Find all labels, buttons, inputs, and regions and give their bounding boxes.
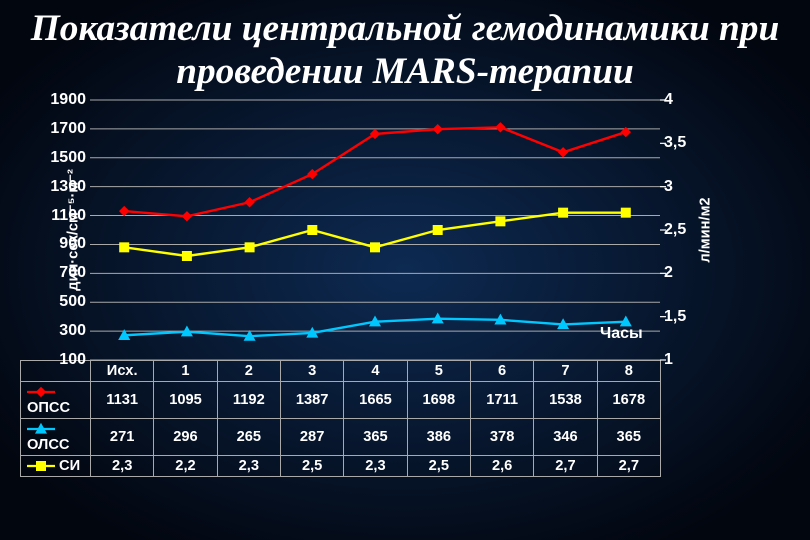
table-cell: 271 xyxy=(91,419,154,456)
table-header-cell: 5 xyxy=(407,361,470,382)
table-cell: 2,5 xyxy=(407,456,470,477)
table-cell: 1192 xyxy=(217,382,280,419)
series-marker-СИ xyxy=(433,226,442,235)
series-marker-СИ xyxy=(371,243,380,252)
page-root: Показатели центральной гемодинамики при … xyxy=(0,0,810,540)
table-cell: 378 xyxy=(470,419,533,456)
title-line-1: Показатели центральной гемодинамики при xyxy=(0,8,810,51)
y-right-tick: 3 xyxy=(664,178,708,196)
table-cell: 1131 xyxy=(91,382,154,419)
series-marker-ОПСС xyxy=(433,125,442,134)
table-cell: 2,5 xyxy=(280,456,343,477)
chart-container: 10030050070090011001300150017001900 11,5… xyxy=(90,100,661,477)
table-row: ОЛСС271296265287365386378346365 xyxy=(21,419,661,456)
y-left-axis-label: дин·сек/см⁻⁵·м⁻² xyxy=(64,169,81,291)
y-right-tick: 3,5 xyxy=(664,134,708,152)
table-row: ОПСС 113110951192138716651698171115381678 xyxy=(21,382,661,419)
series-marker-ОПСС xyxy=(559,148,568,157)
series-marker-СИ xyxy=(621,208,630,217)
table-header-cell: 3 xyxy=(280,361,343,382)
data-table: Исх.12345678ОПСС113110951192138716651698… xyxy=(20,360,661,477)
table-header-cell: 4 xyxy=(344,361,407,382)
table-cell: 1095 xyxy=(154,382,217,419)
table-cell: 1678 xyxy=(597,382,660,419)
table-cell: 365 xyxy=(597,419,660,456)
table-header-cell: 2 xyxy=(217,361,280,382)
chart-title: Показатели центральной гемодинамики при … xyxy=(0,8,810,94)
table-header-cell: 8 xyxy=(597,361,660,382)
series-marker-СИ xyxy=(559,208,568,217)
table-cell: 265 xyxy=(217,419,280,456)
table-cell: 2,3 xyxy=(217,456,280,477)
series-marker-СИ xyxy=(308,226,317,235)
table-cell: 2,7 xyxy=(534,456,597,477)
table-cell: 296 xyxy=(154,419,217,456)
table-cell: 1698 xyxy=(407,382,470,419)
table-header-cell: 1 xyxy=(154,361,217,382)
y-right-tick: 4 xyxy=(664,91,708,109)
table-cell: 2,3 xyxy=(344,456,407,477)
legend-label: ОПСС xyxy=(27,400,70,416)
table-header-cell: 7 xyxy=(534,361,597,382)
y-left-tick: 1900 xyxy=(42,91,86,109)
legend-label: ОЛСС xyxy=(27,437,70,453)
table-cell: 346 xyxy=(534,419,597,456)
y-right-tick: 2 xyxy=(664,264,708,282)
legend-diamond-icon xyxy=(27,386,55,398)
plot-area: 10030050070090011001300150017001900 11,5… xyxy=(90,100,660,360)
y-left-tick: 300 xyxy=(42,322,86,340)
table-header-row: Исх.12345678 xyxy=(21,361,661,382)
y-right-tick: 1 xyxy=(664,351,708,369)
series-marker-СИ xyxy=(120,243,129,252)
table-cell: 2,7 xyxy=(597,456,660,477)
table-header-cell: Исх. xyxy=(91,361,154,382)
y-left-tick: 1500 xyxy=(42,149,86,167)
table-cell: 1665 xyxy=(344,382,407,419)
legend-label: СИ xyxy=(59,458,80,474)
y-left-tick: 500 xyxy=(42,293,86,311)
table-cell: 2,2 xyxy=(154,456,217,477)
title-line-2: проведении MARS-терапии xyxy=(0,51,810,94)
y-left-tick: 100 xyxy=(42,351,86,369)
legend-triangle-icon xyxy=(27,423,55,435)
series-marker-СИ xyxy=(496,217,505,226)
table-cell: 1387 xyxy=(280,382,343,419)
table-header-cell: 6 xyxy=(470,361,533,382)
table-cell: 1538 xyxy=(534,382,597,419)
table-cell: 2,6 xyxy=(470,456,533,477)
y-right-axis-label: л/мин/м2 xyxy=(697,197,713,262)
y-left-tick: 1700 xyxy=(42,120,86,138)
series-marker-ОПСС xyxy=(496,123,505,132)
table-cell: 365 xyxy=(344,419,407,456)
series-marker-СИ xyxy=(182,252,191,261)
legend-square-icon xyxy=(27,460,55,472)
chart-svg xyxy=(90,100,660,360)
table-row: СИ2,32,22,32,52,32,52,62,72,7 xyxy=(21,456,661,477)
table-cell: 1711 xyxy=(470,382,533,419)
series-marker-СИ xyxy=(245,243,254,252)
y-right-tick: 1,5 xyxy=(664,308,708,326)
series-marker-ОПСС xyxy=(120,207,129,216)
table-cell: 2,3 xyxy=(91,456,154,477)
series-line-ОПСС xyxy=(124,127,626,216)
series-marker-ОПСС xyxy=(245,198,254,207)
data-table-container: Исх.12345678ОПСС113110951192138716651698… xyxy=(90,360,661,477)
x-axis-title: Часы xyxy=(600,325,643,343)
series-marker-ОПСС xyxy=(182,212,191,221)
table-cell: 287 xyxy=(280,419,343,456)
table-cell: 386 xyxy=(407,419,470,456)
